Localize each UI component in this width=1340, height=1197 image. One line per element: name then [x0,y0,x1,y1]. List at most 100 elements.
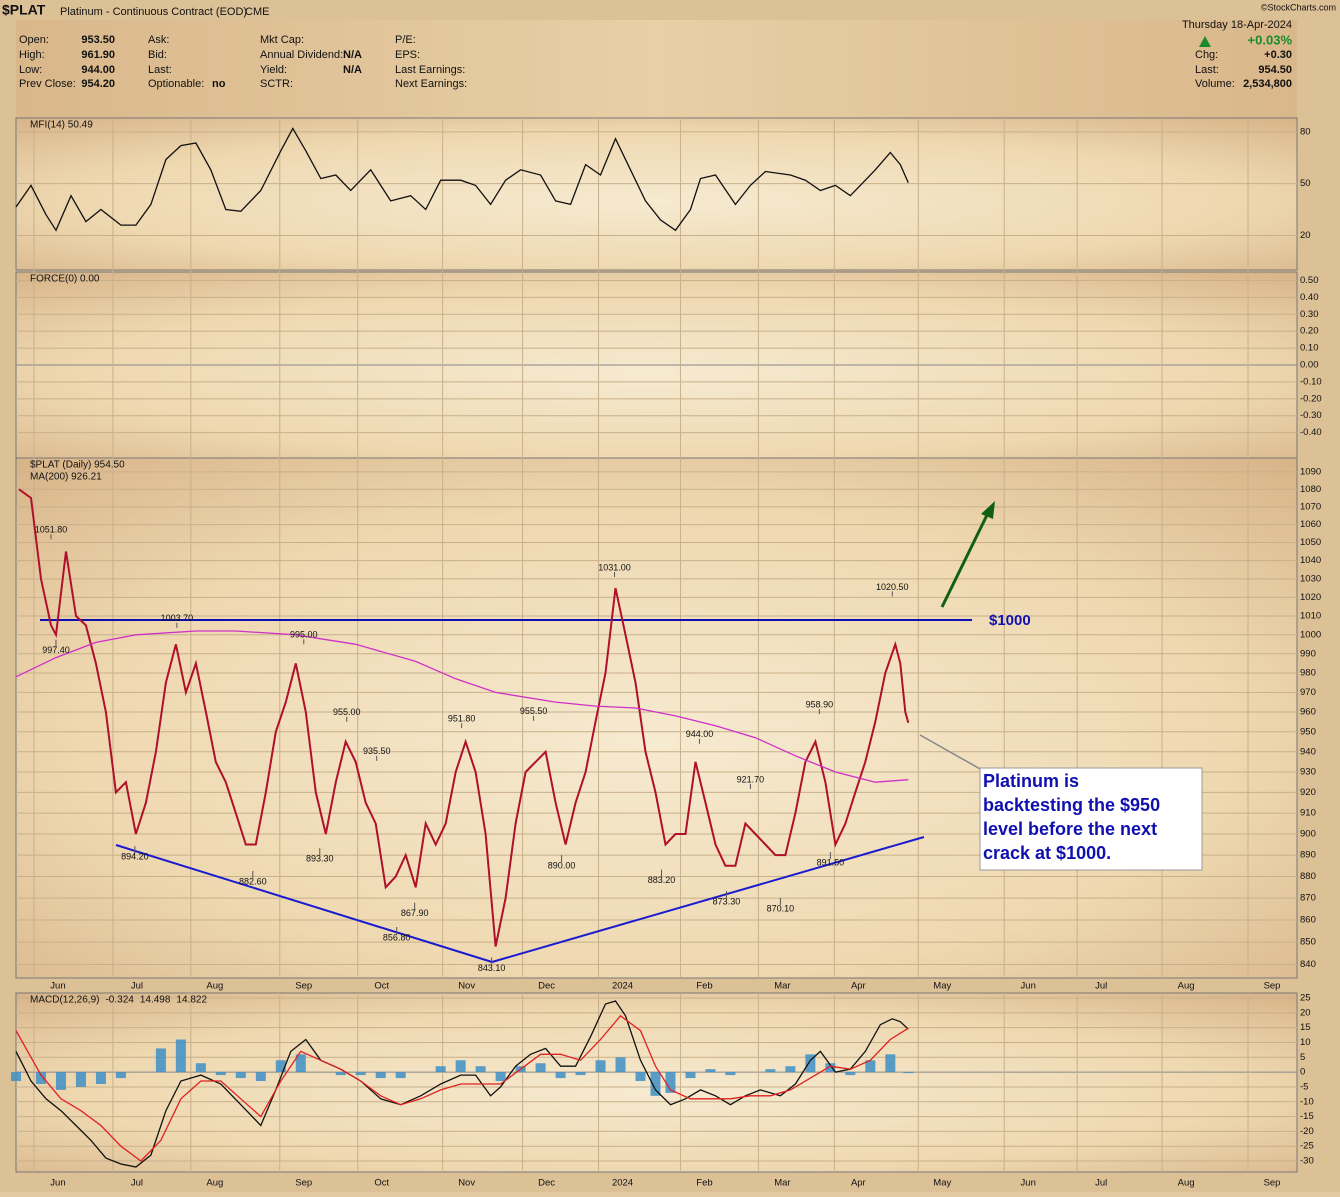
y-tick-label: 1060 [1300,519,1321,530]
legend-label: $PLAT (Daily) 954.50 [30,460,125,471]
instrument-name: Platinum - Continuous Contract (EOD) [60,6,247,18]
y-tick-label: 0.20 [1300,326,1319,337]
histogram-bar [765,1069,776,1073]
y-tick-label: 900 [1300,829,1316,840]
x-tick-label: Sep [295,981,312,992]
histogram-bar [275,1060,286,1073]
x-tick-label: Jun [1021,1178,1036,1189]
histogram-bar [865,1060,876,1073]
up-arrow [1199,36,1211,47]
annotation-label: 1020.50 [876,582,909,592]
callout: Platinum is backtesting the $950 level b… [983,771,1160,863]
field-label: P/E: [395,34,416,46]
histogram-bar [650,1072,661,1096]
field-value: 2,534,800 [1243,78,1292,90]
y-tick-label: 860 [1300,914,1316,925]
y-tick-label: 920 [1300,787,1316,798]
y-tick-label: -20 [1300,1126,1314,1137]
x-tick-label: Jun [50,981,65,992]
change-pct: +0.03% [1248,32,1293,47]
field-label: Yield: [260,64,287,76]
y-tick-label: 1040 [1300,555,1321,566]
symbol: $PLAT [2,2,46,18]
trend-line [115,844,493,963]
callout-line: Platinum is [983,771,1079,791]
y-tick-label: -15 [1300,1111,1314,1122]
series-line [15,630,909,783]
y-tick-label: -30 [1300,1156,1314,1167]
histogram-bar [805,1054,816,1073]
arrow-head [981,501,995,519]
histogram-bar [75,1072,86,1087]
histogram-bar [35,1072,46,1084]
y-tick-label: -5 [1300,1081,1308,1092]
y-tick-label: 870 [1300,893,1316,904]
header-bg [16,20,1297,118]
x-tick-label: Jul [131,981,143,992]
y-tick-label: 25 [1300,993,1311,1004]
y-tick-label: -0.30 [1300,410,1322,421]
y-tick-label: 80 [1300,126,1311,137]
series-line [15,1014,909,1162]
y-tick-label: -25 [1300,1141,1314,1152]
field-label: Next Earnings: [395,78,467,90]
annotation-label: 955.00 [333,707,361,717]
callout-line: backtesting the $950 [983,795,1160,815]
y-tick-label: 940 [1300,746,1316,757]
field-value: 953.50 [81,34,115,46]
annotation-label: 873.30 [713,896,741,906]
legend-label: MA(200) 926.21 [30,472,102,483]
x-tick-label: Nov [458,1178,475,1189]
x-tick-label: Aug [1178,981,1195,992]
histogram-bar [195,1063,206,1073]
y-tick-label: 930 [1300,767,1316,778]
annotation-label: 870.10 [767,903,795,913]
histogram-bar [375,1072,386,1079]
histogram-bar [535,1063,546,1073]
histogram-bar [235,1072,246,1079]
annotation-label: 944.00 [686,729,714,739]
y-tick-label: 980 [1300,667,1316,678]
y-tick-label: 0.00 [1300,360,1319,371]
y-tick-label: 960 [1300,706,1316,717]
annotation-label: 856.80 [383,932,411,942]
panel [15,117,1298,271]
annotation-label: 893.30 [306,853,334,863]
series-line [18,488,910,947]
annotation-label: 995.00 [290,630,318,640]
y-tick-label: 0 [1300,1067,1305,1078]
histogram-bar [295,1054,306,1073]
y-tick-label: 0.10 [1300,343,1319,354]
field-value: no [212,78,226,90]
field-label: Last Earnings: [395,64,465,76]
y-tick-label: -0.40 [1300,427,1322,438]
y-tick-label: 1020 [1300,592,1321,603]
histogram-bar [395,1072,406,1079]
x-tick-label: Aug [206,981,223,992]
field-value: 961.90 [81,49,115,61]
field-label: High: [19,49,45,61]
histogram-bar [725,1072,736,1076]
legend-label: 14.822 [176,995,207,1006]
y-tick-label: 1070 [1300,501,1321,512]
y-tick-label: 50 [1300,178,1311,189]
annotation-label: 997.40 [42,645,70,655]
x-tick-label: Jun [50,1178,65,1189]
field-label: Bid: [148,49,167,61]
annotation-label: 935.50 [363,746,391,756]
histogram-bar [785,1066,796,1073]
histogram-bar [845,1072,856,1076]
y-tick-label: 20 [1300,1007,1311,1018]
y-tick-label: 1030 [1300,573,1321,584]
y-tick-label: 1000 [1300,629,1321,640]
y-tick-label: 880 [1300,871,1316,882]
arrow [940,512,990,608]
x-tick-label: Mar [774,1178,790,1189]
callout-pointer [919,734,983,771]
y-tick-label: 950 [1300,726,1316,737]
annotation-label: 951.80 [448,714,476,724]
field-label: Low: [19,64,42,76]
x-tick-label: Apr [851,981,866,992]
y-tick-label: 1050 [1300,537,1321,548]
series-line [15,127,909,232]
